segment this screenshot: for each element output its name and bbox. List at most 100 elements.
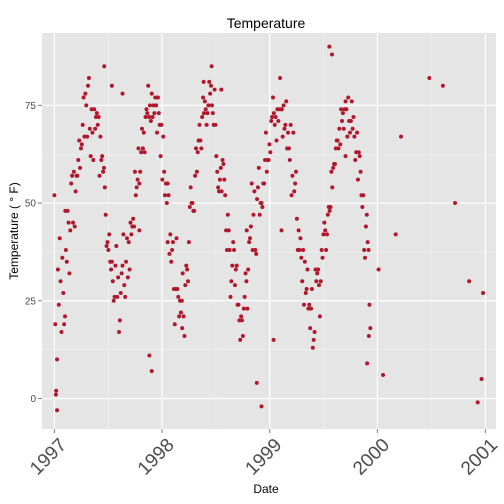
data-point: [193, 146, 198, 151]
data-point: [467, 279, 472, 284]
data-point: [83, 91, 88, 96]
data-point: [263, 130, 268, 135]
data-point: [248, 224, 253, 229]
data-point: [137, 228, 142, 233]
y-tick-label: 25: [25, 296, 37, 307]
data-point: [293, 181, 298, 186]
data-point: [292, 189, 297, 194]
data-point: [167, 251, 172, 256]
data-point: [109, 259, 114, 264]
data-point: [309, 287, 314, 292]
data-point: [57, 236, 62, 241]
data-point: [218, 165, 223, 170]
data-point: [106, 247, 111, 252]
data-point: [144, 107, 149, 112]
plot-panel: [42, 33, 496, 429]
data-point: [85, 134, 90, 139]
data-point: [361, 193, 366, 198]
data-point: [279, 228, 284, 233]
data-point: [101, 169, 106, 174]
data-point: [202, 99, 207, 104]
data-point: [107, 232, 112, 237]
data-point: [249, 181, 254, 186]
data-point: [332, 161, 337, 166]
data-point: [340, 111, 345, 116]
data-point: [322, 220, 327, 225]
data-point: [209, 103, 214, 108]
data-point: [356, 150, 361, 155]
data-point: [239, 314, 244, 319]
y-tick-labels: 0 25 50 75: [25, 101, 42, 405]
data-point: [84, 103, 89, 108]
data-point: [115, 294, 120, 299]
data-point: [344, 107, 349, 112]
data-point: [141, 130, 146, 135]
data-point: [186, 240, 191, 245]
data-point: [341, 126, 346, 131]
data-point: [165, 240, 170, 245]
data-point: [225, 212, 230, 217]
data-point: [282, 126, 287, 131]
data-point: [222, 177, 227, 182]
data-point: [364, 212, 369, 217]
data-point: [324, 232, 329, 237]
data-point: [69, 181, 74, 186]
data-point: [358, 169, 363, 174]
data-point: [140, 126, 144, 131]
data-point: [61, 290, 66, 295]
data-point: [174, 236, 179, 241]
data-point: [299, 255, 304, 260]
data-point: [302, 259, 307, 264]
data-point: [190, 201, 195, 206]
data-point: [160, 177, 165, 182]
y-tick-label: 75: [25, 101, 37, 112]
data-point: [183, 283, 188, 288]
data-point: [58, 279, 63, 284]
data-point: [328, 204, 333, 209]
data-point: [219, 189, 224, 194]
data-point: [329, 52, 334, 57]
data-point: [231, 240, 236, 245]
data-point: [262, 181, 267, 186]
data-point: [297, 247, 302, 252]
data-point: [181, 314, 186, 319]
data-point: [127, 267, 132, 272]
data-point: [340, 118, 345, 123]
data-point: [201, 79, 206, 84]
data-point: [368, 326, 373, 331]
data-point: [53, 322, 58, 327]
data-point: [134, 185, 139, 190]
data-point: [138, 169, 143, 174]
chart-title: Temperature: [227, 15, 306, 31]
data-point: [300, 279, 305, 284]
data-point: [125, 275, 130, 280]
data-point: [315, 271, 320, 276]
data-point: [95, 122, 100, 127]
data-point: [348, 118, 353, 123]
data-point: [209, 64, 214, 69]
data-point: [206, 103, 211, 108]
data-point: [220, 158, 225, 163]
data-point: [244, 279, 249, 284]
data-point: [351, 115, 356, 120]
data-point: [360, 204, 365, 209]
data-point: [170, 247, 175, 252]
data-point: [169, 259, 174, 264]
data-point: [310, 345, 315, 350]
data-point: [147, 115, 152, 120]
data-point: [236, 302, 241, 307]
data-point: [240, 333, 245, 338]
data-point: [103, 212, 108, 217]
data-point: [182, 333, 187, 338]
data-point: [269, 118, 274, 123]
data-point: [186, 279, 191, 284]
data-point: [55, 267, 60, 272]
data-point: [100, 154, 105, 159]
data-point: [352, 134, 357, 139]
data-point: [272, 122, 277, 127]
data-point: [76, 158, 81, 163]
data-point: [303, 290, 308, 295]
data-point: [337, 126, 342, 131]
data-point: [147, 353, 152, 358]
data-point: [123, 294, 128, 299]
